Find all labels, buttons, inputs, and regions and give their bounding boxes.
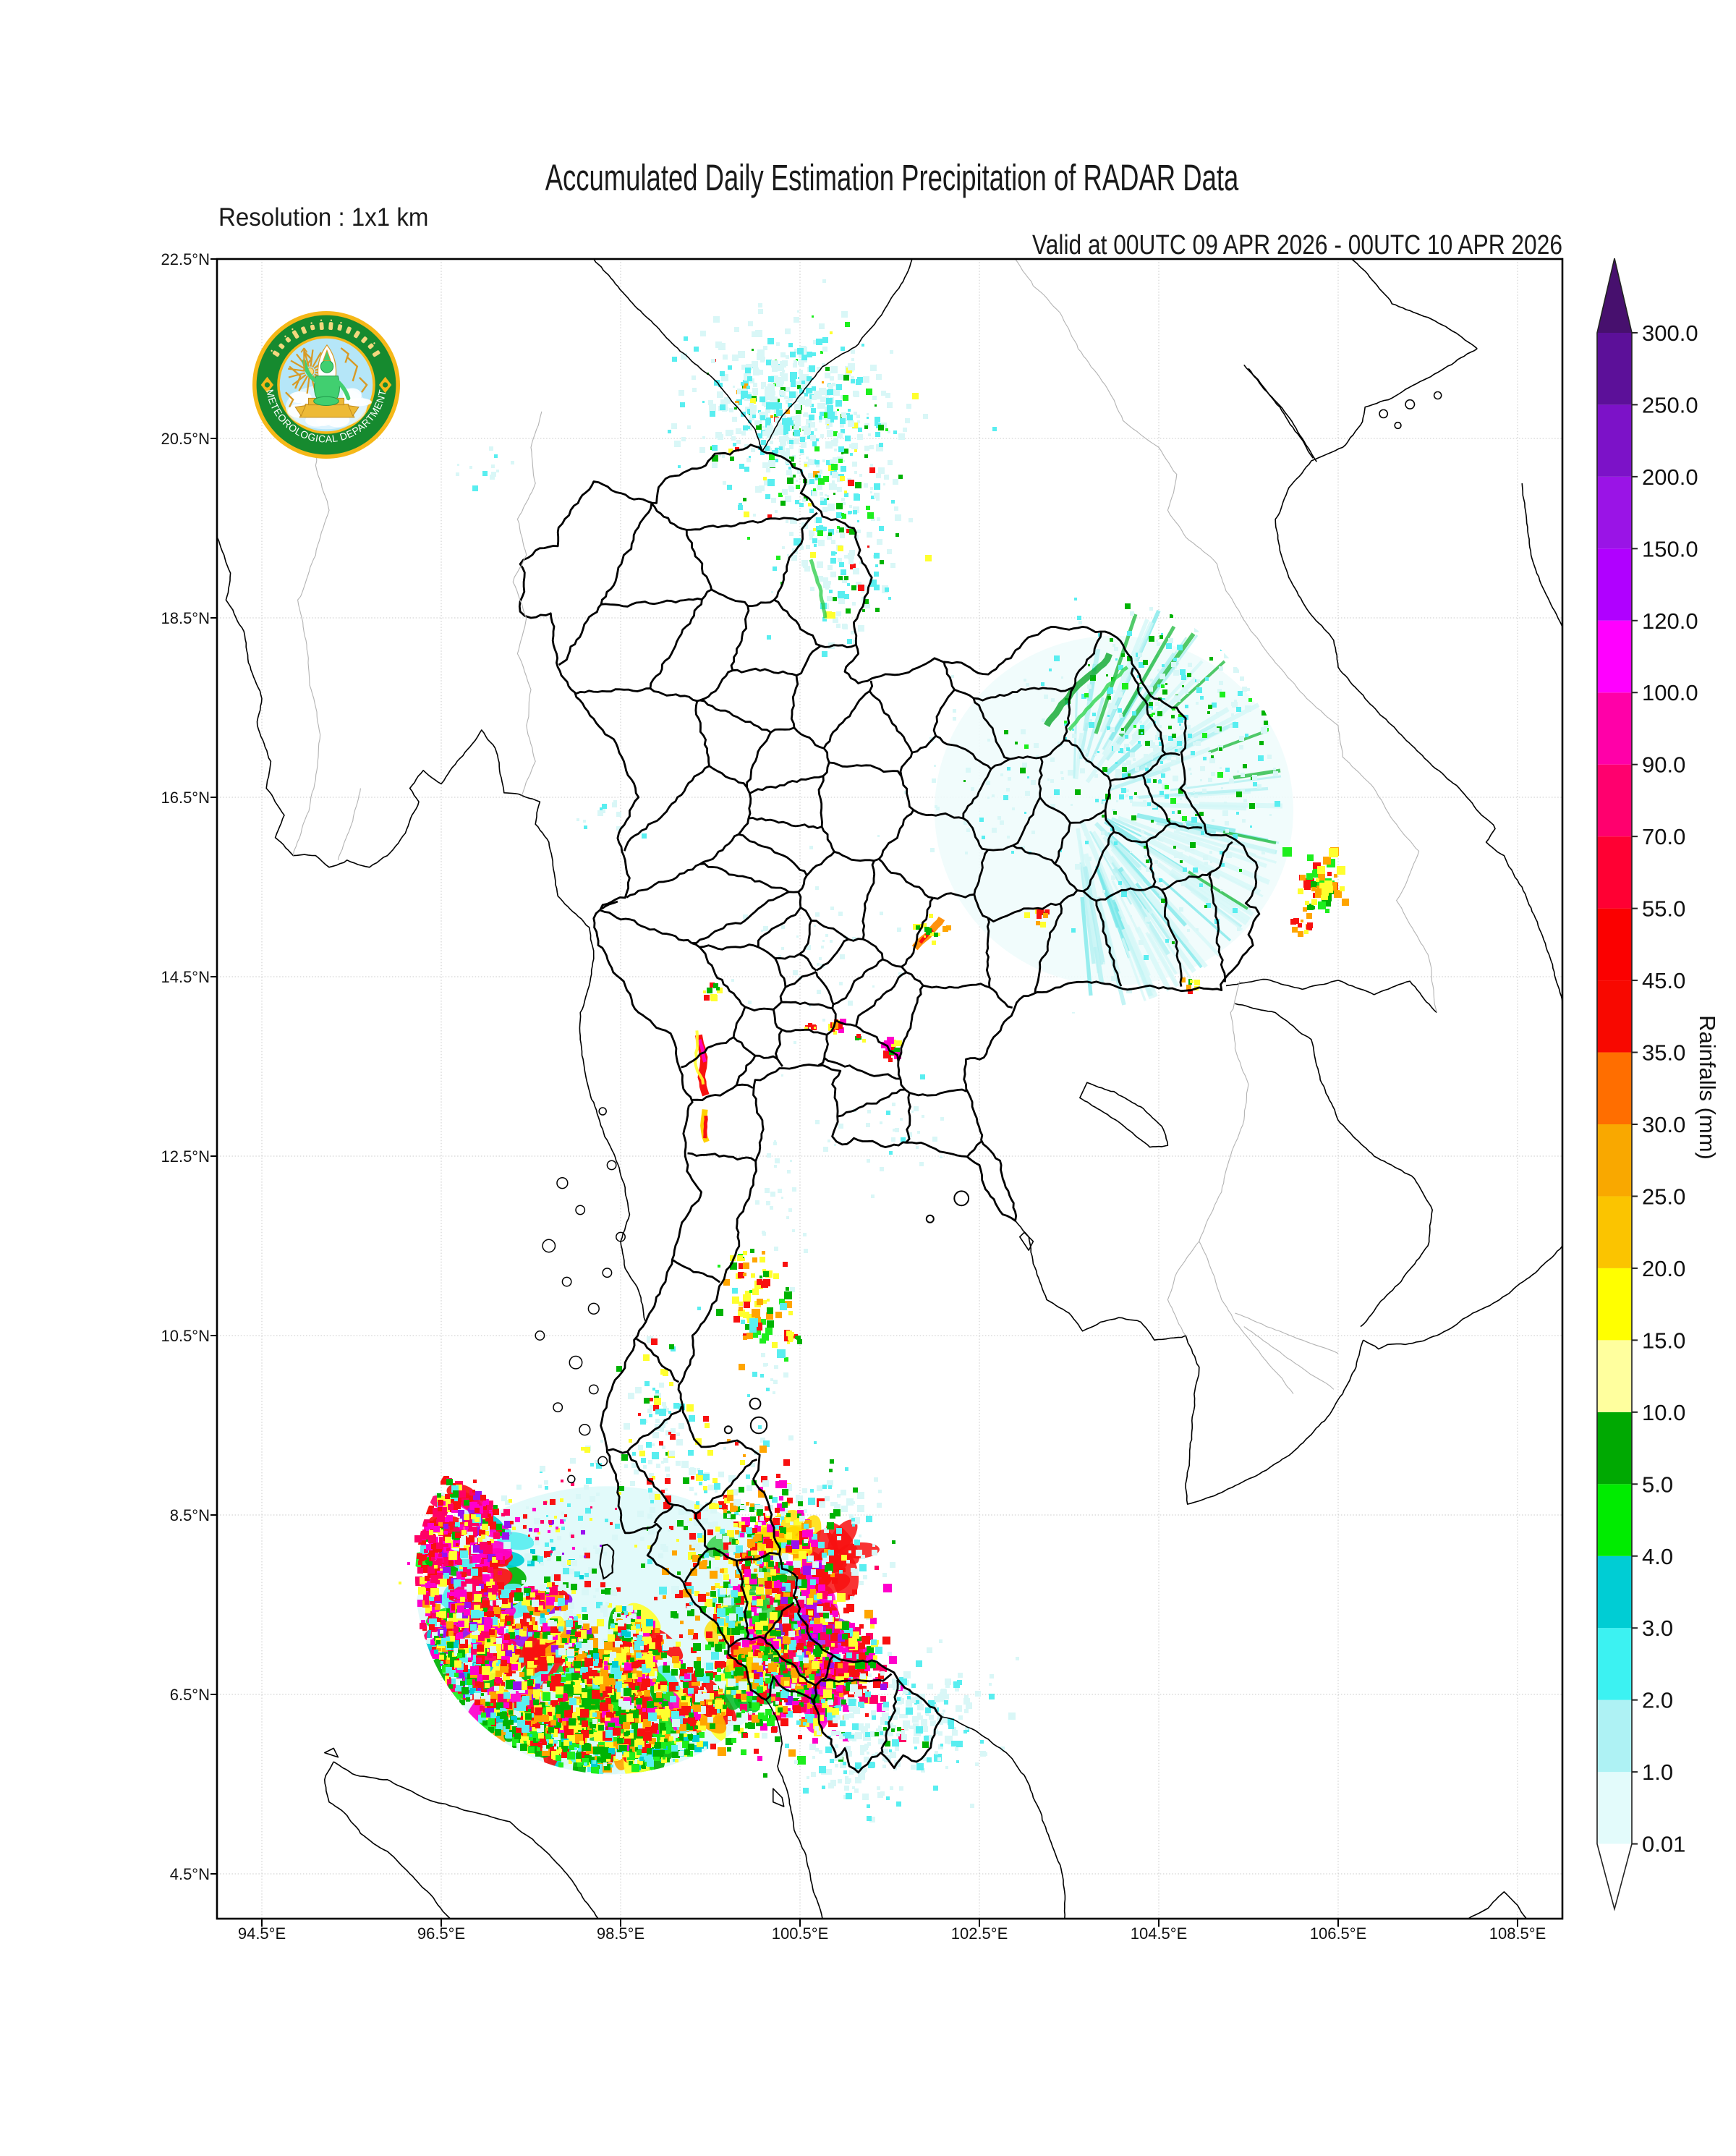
svg-text:5.0: 5.0 <box>1642 1472 1673 1497</box>
svg-text:14.5°N: 14.5°N <box>161 968 210 986</box>
svg-text:Resolution : 1x1 km: Resolution : 1x1 km <box>218 203 428 232</box>
svg-text:96.5°E: 96.5°E <box>417 1924 465 1943</box>
svg-text:200.0: 200.0 <box>1642 464 1698 490</box>
svg-text:90.0: 90.0 <box>1642 752 1685 778</box>
svg-text:250.0: 250.0 <box>1642 392 1698 417</box>
svg-text:6.5°N: 6.5°N <box>170 1686 210 1704</box>
svg-text:15.0: 15.0 <box>1642 1328 1685 1353</box>
svg-text:16.5°N: 16.5°N <box>161 789 210 807</box>
svg-text:1.0: 1.0 <box>1642 1760 1673 1785</box>
svg-text:0.01: 0.01 <box>1642 1832 1685 1857</box>
svg-text:108.5°E: 108.5°E <box>1489 1924 1546 1943</box>
svg-text:55.0: 55.0 <box>1642 896 1685 922</box>
svg-text:Accumulated Daily Estimation P: Accumulated Daily Estimation Precipitati… <box>545 158 1239 198</box>
svg-text:104.5°E: 104.5°E <box>1131 1924 1188 1943</box>
svg-text:10.5°N: 10.5°N <box>161 1327 210 1345</box>
svg-text:94.5°E: 94.5°E <box>238 1924 286 1943</box>
svg-text:45.0: 45.0 <box>1642 968 1685 993</box>
svg-text:150.0: 150.0 <box>1642 536 1698 561</box>
svg-text:2.0: 2.0 <box>1642 1688 1673 1713</box>
svg-text:22.5°N: 22.5°N <box>161 250 210 268</box>
svg-text:20.5°N: 20.5°N <box>161 430 210 448</box>
svg-text:100.5°E: 100.5°E <box>772 1924 829 1943</box>
svg-text:300.0: 300.0 <box>1642 321 1698 346</box>
svg-text:20.0: 20.0 <box>1642 1256 1685 1281</box>
svg-text:4.0: 4.0 <box>1642 1544 1673 1569</box>
svg-text:30.0: 30.0 <box>1642 1112 1685 1137</box>
svg-text:3.0: 3.0 <box>1642 1616 1673 1641</box>
svg-text:35.0: 35.0 <box>1642 1040 1685 1066</box>
svg-text:100.0: 100.0 <box>1642 680 1698 705</box>
svg-text:25.0: 25.0 <box>1642 1184 1685 1209</box>
svg-text:Valid at 00UTC 09 APR 2026 - 0: Valid at 00UTC 09 APR 2026 - 00UTC 10 AP… <box>1032 229 1562 260</box>
svg-text:70.0: 70.0 <box>1642 824 1685 849</box>
svg-text:8.5°N: 8.5°N <box>170 1506 210 1524</box>
svg-text:120.0: 120.0 <box>1642 608 1698 634</box>
svg-text:102.5°E: 102.5°E <box>951 1924 1008 1943</box>
svg-text:10.0: 10.0 <box>1642 1400 1685 1425</box>
svg-text:4.5°N: 4.5°N <box>170 1865 210 1883</box>
svg-text:Rainfalls (mm): Rainfalls (mm) <box>1695 1015 1720 1160</box>
svg-text:106.5°E: 106.5°E <box>1310 1924 1367 1943</box>
svg-text:12.5°N: 12.5°N <box>161 1147 210 1166</box>
svg-text:98.5°E: 98.5°E <box>597 1924 644 1943</box>
svg-text:18.5°N: 18.5°N <box>161 609 210 627</box>
